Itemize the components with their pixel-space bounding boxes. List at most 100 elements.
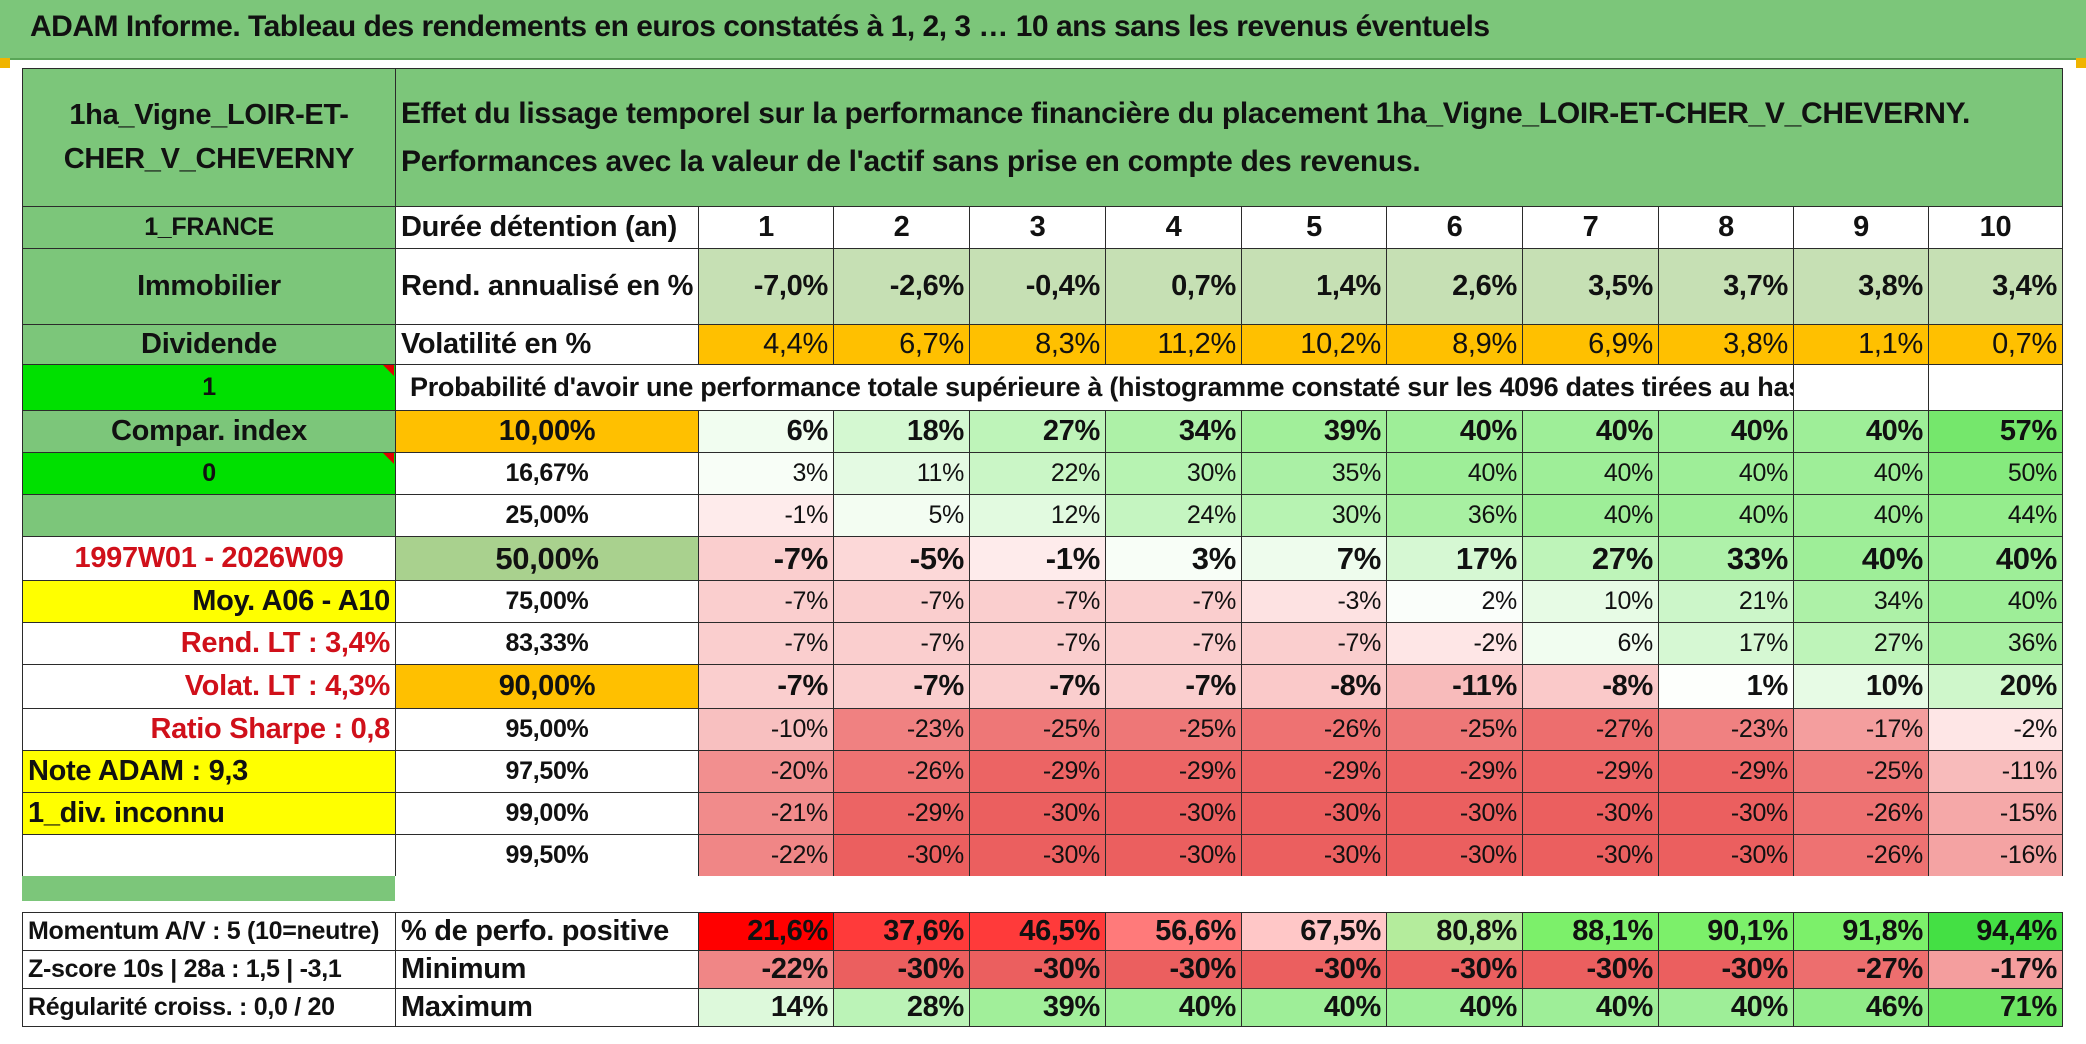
maximum-value: 40% [1658, 988, 1794, 1027]
separator-green-strip [22, 876, 396, 901]
percentile-value: -30% [1522, 834, 1659, 877]
comment-indicator [383, 453, 394, 464]
minimum-value: -30% [833, 950, 970, 989]
percentile-value: 22% [969, 452, 1106, 495]
year-header-3: 3 [969, 206, 1106, 249]
percentile-value: -7% [698, 536, 834, 581]
percentile-value: 7% [1241, 536, 1387, 581]
percentile-value: 5% [833, 494, 970, 537]
volatility-value: 8,3% [969, 324, 1106, 365]
percentile-threshold: 75,00% [395, 580, 699, 623]
volatility-value: 1,1% [1793, 324, 1929, 365]
minimum-value: -22% [698, 950, 834, 989]
percentile-value: 39% [1241, 410, 1387, 453]
percentile-value: 50% [1928, 452, 2063, 495]
maximum-value: 40% [1386, 988, 1523, 1027]
percentile-value: 40% [1793, 410, 1929, 453]
maximum-value: 71% [1928, 988, 2063, 1027]
dividend-status: 1_div. inconnu [22, 792, 396, 835]
percentile-value: 27% [969, 410, 1106, 453]
percentile-value: -25% [1105, 708, 1242, 751]
adam-score: Note ADAM : 9,3 [22, 750, 396, 793]
blank-green-cell [22, 494, 396, 537]
percentile-value: 40% [1658, 452, 1794, 495]
year-header-10: 10 [1928, 206, 2063, 249]
percentile-value: -21% [698, 792, 834, 835]
percentile-value: -25% [1386, 708, 1523, 751]
volatility-value: 10,2% [1241, 324, 1387, 365]
percentile-value: -27% [1522, 708, 1659, 751]
holding-period-label: Durée détention (an) [395, 206, 699, 249]
percentile-value: -29% [1386, 750, 1523, 793]
corner-marker-left [0, 58, 10, 68]
blank-cell [22, 834, 396, 877]
minimum-value: -30% [1658, 950, 1794, 989]
percentile-value: -30% [969, 834, 1106, 877]
long-term-return: Rend. LT : 3,4% [22, 622, 396, 665]
percentile-value: -30% [1522, 792, 1659, 835]
positive-performance-value: 37,6% [833, 912, 970, 951]
percentile-value: 40% [1386, 452, 1523, 495]
percentile-value: -7% [698, 664, 834, 709]
percentile-value: -30% [1241, 834, 1387, 877]
percentile-value: 17% [1386, 536, 1523, 581]
minimum-value: -27% [1793, 950, 1929, 989]
percentile-value: 21% [1658, 580, 1794, 623]
percentile-value: 40% [1386, 410, 1523, 453]
percentile-value: -25% [969, 708, 1106, 751]
percentile-value: -30% [1658, 834, 1794, 877]
percentile-value: -29% [1241, 750, 1387, 793]
positive-performance-value: 46,5% [969, 912, 1106, 951]
comment-indicator [383, 365, 394, 376]
report-title-bar: ADAM Informe. Tableau des rendements en … [0, 0, 2086, 60]
percentile-threshold: 16,67% [395, 452, 699, 495]
percentile-value: -26% [1793, 792, 1929, 835]
percentile-value: 27% [1793, 622, 1929, 665]
annualized-return-value: 2,6% [1386, 248, 1523, 325]
percentile-value: -30% [1241, 792, 1387, 835]
percentile-threshold: 50,00% [395, 536, 699, 581]
minimum-value: -30% [1386, 950, 1523, 989]
percentile-value: -30% [1105, 834, 1242, 877]
percentile-value: -11% [1386, 664, 1523, 709]
positive-performance-value: 21,6% [698, 912, 834, 951]
annualized-return-value: 3,8% [1793, 248, 1929, 325]
percentile-value: -11% [1928, 750, 2063, 793]
maximum-value: 40% [1105, 988, 1242, 1027]
percentile-value: -30% [1658, 792, 1794, 835]
annualized-return-value: -7,0% [698, 248, 834, 325]
percentile-value: -7% [698, 580, 834, 623]
flag-indicator-1: 1 [22, 364, 396, 411]
annualized-return-label: Rend. annualisé en % [395, 248, 699, 325]
percentile-value: -16% [1928, 834, 2063, 877]
percentile-value: 33% [1658, 536, 1794, 581]
percentile-value: 44% [1928, 494, 2063, 537]
year-header-5: 5 [1241, 206, 1387, 249]
volatility-label: Volatilité en % [395, 324, 699, 365]
percentile-threshold: 97,50% [395, 750, 699, 793]
percentile-value: -7% [969, 664, 1106, 709]
asset-name: 1ha_Vigne_LOIR-ET-CHER_V_CHEVERNY [22, 68, 396, 207]
percentile-value: -8% [1522, 664, 1659, 709]
percentile-value: 40% [1793, 494, 1929, 537]
volatility-value: 0,7% [1928, 324, 2063, 365]
percentile-value: -5% [833, 536, 970, 581]
blank-cell [1793, 364, 1929, 411]
description-header: Effet du lissage temporel sur la perform… [395, 68, 2063, 207]
annualized-return-value: -2,6% [833, 248, 970, 325]
minimum-value: -30% [969, 950, 1106, 989]
percentile-value: 35% [1241, 452, 1387, 495]
year-header-4: 4 [1105, 206, 1242, 249]
percentile-value: 18% [833, 410, 970, 453]
report-title: ADAM Informe. Tableau des rendements en … [30, 10, 1490, 43]
maximum-value: 14% [698, 988, 834, 1027]
corner-marker-right [2076, 58, 2086, 68]
percentile-value: 40% [1522, 410, 1659, 453]
volatility-value: 6,7% [833, 324, 970, 365]
percentile-value: -25% [1793, 750, 1929, 793]
percentile-value: 3% [698, 452, 834, 495]
percentile-value: -7% [1105, 664, 1242, 709]
volatility-value: 8,9% [1386, 324, 1523, 365]
percentile-value: 27% [1522, 536, 1659, 581]
